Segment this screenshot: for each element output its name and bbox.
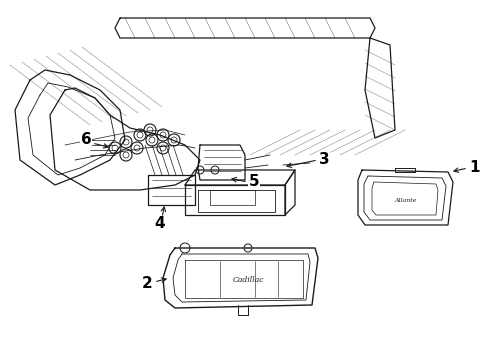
- Text: 3: 3: [318, 153, 329, 167]
- Text: Allante: Allante: [395, 198, 417, 202]
- Text: 6: 6: [81, 132, 91, 148]
- Text: 5: 5: [249, 175, 259, 189]
- Text: 2: 2: [142, 275, 152, 291]
- Text: Cadillac: Cadillac: [232, 276, 264, 284]
- Text: 1: 1: [470, 161, 480, 175]
- Text: 4: 4: [155, 216, 165, 231]
